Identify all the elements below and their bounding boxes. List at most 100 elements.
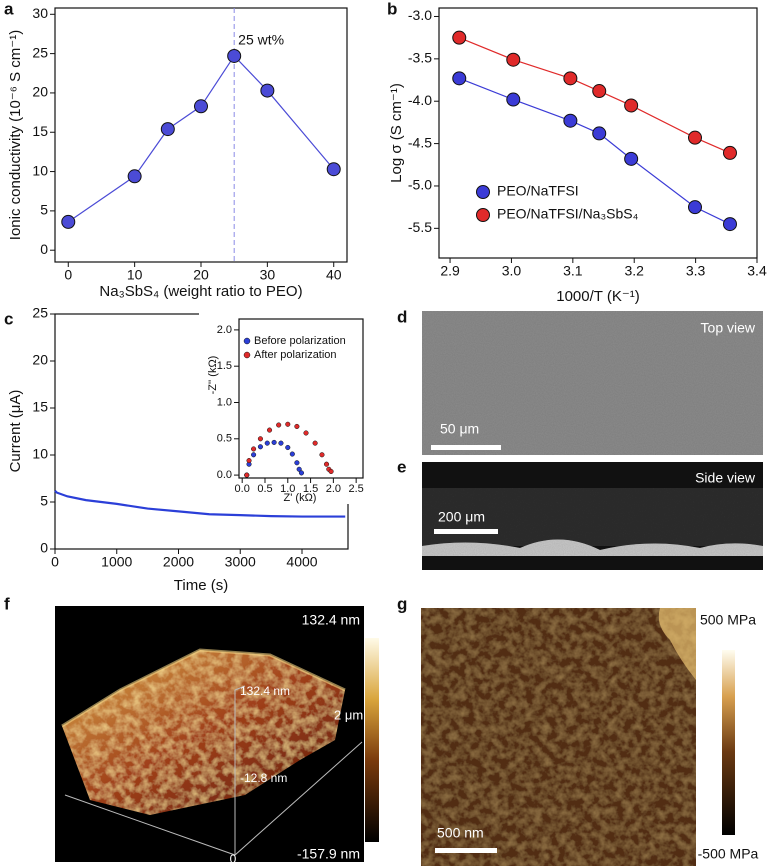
data-point [303,430,309,436]
afm-modulus-map: 500 nm 500 MPa -500 MPa g [397,594,759,866]
data-point [61,214,76,229]
y-tick-label: -4.0 [408,92,432,108]
axes-frame [54,7,348,263]
y-tick-label: 10 [32,162,48,178]
scale-bar-label: 500 nm [437,825,484,841]
axis-label: -12.8 nm [240,771,287,785]
y-tick-label: -4.5 [408,134,432,150]
y-tick-label: 5 [40,202,48,218]
sem-top-view: 50 μm Top view d [397,307,763,455]
x-tick-label: 4000 [286,554,317,570]
y-tick-label: -3.5 [408,50,432,66]
y-tick-label: 2.0 [217,324,232,336]
scale-bar [434,529,498,534]
data-point [722,145,737,160]
colorbar [365,638,379,842]
chart: 0 1000 2000 3000 4000 0 5 10 15 20 25 Time (s) Curre… [4,305,349,594]
data-point [251,446,257,452]
data-point [506,92,521,107]
data-point [687,130,702,145]
panel-label: g [397,594,407,613]
y-tick-label: -5.0 [408,177,432,193]
legend-label: PEO/NaTFSI [497,183,579,199]
data-point [246,458,252,464]
y-axis-label: -Z'' (kΩ) [207,356,219,395]
data-point [592,84,607,99]
data-point [285,421,291,427]
y-tick-label: 25 [32,44,48,60]
panel-label: c [4,309,13,328]
data-point [452,30,467,45]
scale-bar-label: 200 μm [438,509,485,525]
series-line [459,77,731,225]
y-tick-label: 1.5 [217,360,232,372]
y-tick-label: 20 [32,84,48,100]
y-tick-label: 10 [32,446,48,462]
data-point [296,466,302,472]
panel-label: e [397,457,406,476]
data-point [722,217,737,232]
y-tick-label: 15 [32,123,48,139]
colorbar [722,650,735,835]
y-tick-label: 1.0 [217,396,232,408]
panel-label: b [387,0,397,18]
axis-label: 2 μm [24,782,53,797]
data-point [127,169,142,184]
x-tick-label: 3000 [225,554,256,570]
data-point [285,444,291,451]
x-axis-label: Z' (kΩ) [284,492,317,504]
x-axis-label: Time (s) [174,577,228,594]
panel-label: f [4,594,10,613]
y-tick-label: -5.5 [408,219,432,235]
scale-bar [431,445,501,450]
x-axis-label: 1000/T (K⁻¹) [556,288,640,305]
x-tick-label: 3.0 [502,263,522,279]
sem-image [422,311,763,455]
scale-bar [435,848,497,853]
afm-axes [64,685,363,856]
x-tick-label: 3.4 [747,263,767,279]
data-point [276,422,282,428]
colorbar-min: -157.9 nm [297,846,360,862]
data-point [563,113,578,128]
panel-label: d [397,307,407,326]
annotation: 25 wt% [238,32,284,48]
axis-label: 132.4 nm [240,684,290,698]
panel-label: a [4,0,14,18]
x-tick-label: 2.0 [326,483,341,495]
data-point [260,83,275,98]
legend-marker [243,351,251,359]
data-point [298,470,305,476]
data-point [271,439,277,445]
data-point [294,423,300,430]
x-tick-label: 0 [64,267,72,283]
legend-label: After polarization [254,349,337,361]
data-point [319,452,325,458]
data-point [194,99,208,114]
x-tick-label: 1000 [101,554,132,570]
x-axis-label: Na₃SbS₄ (weight ratio to PEO) [99,283,302,300]
afm-3d: 132.4 nm -157.9 nm 2 μm 2 μm 132.4 nm -1… [4,594,379,866]
x-tick-label: 1.5 [303,483,318,495]
legend-marker [476,208,490,222]
y-tick-label: 25 [32,305,48,321]
colorbar-min: -500 MPa [698,846,759,862]
data-point [312,440,318,446]
x-tick-label: 3.3 [686,263,706,279]
data-point [452,71,467,86]
colorbar-max: 500 MPa [700,612,756,628]
data-point [278,440,284,446]
axis-label: 0 [230,852,237,866]
y-tick-label: 0.5 [217,433,232,445]
data-point [323,461,330,467]
axes-frame [238,318,364,479]
axis-label: 2 μm [334,707,363,722]
sem-layer [422,539,763,556]
data-point [251,452,257,458]
x-tick-label: 10 [127,267,143,283]
series-line [54,489,346,518]
series-line [67,55,335,223]
data-point [257,444,263,450]
